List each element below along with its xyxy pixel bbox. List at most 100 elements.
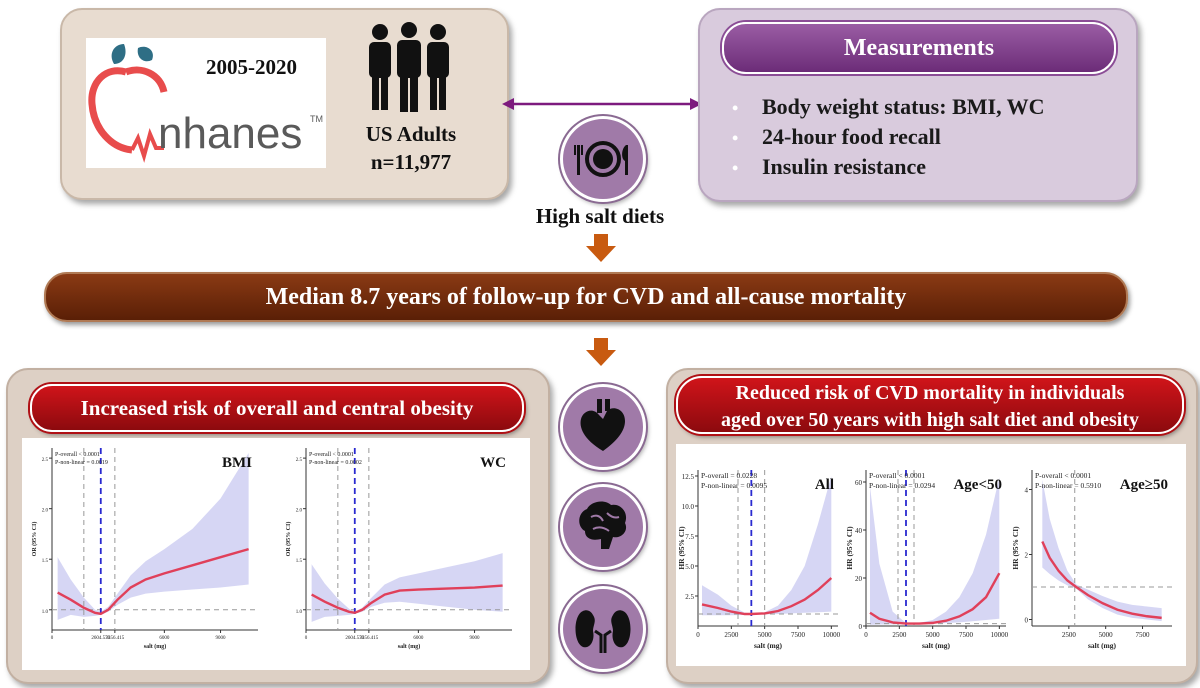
y-tick-label: 1.5 [296, 559, 303, 564]
arrow-down-icon [586, 234, 616, 262]
plate-cutlery-icon [560, 116, 646, 202]
x-tick-label: 9000 [216, 636, 227, 641]
x-tick-label: 3356.415 [105, 636, 124, 641]
y-tick-label: 10.0 [682, 503, 695, 511]
y-tick-label: 7.5 [685, 533, 694, 541]
x-tick-label: 9000 [470, 636, 481, 641]
population-label: US Adults [365, 122, 457, 146]
x-tick-label: 3356.415 [359, 636, 378, 641]
x-axis-label: salt (mg) [1088, 641, 1117, 650]
exposure-label: High salt diets [535, 204, 665, 228]
y-tick-label: 2.5 [296, 458, 303, 463]
p-value-annotation: P-non-linear = 0.0002 [309, 460, 362, 466]
x-tick-label: 10000 [823, 631, 841, 639]
people-icon [364, 22, 454, 114]
chart-title: BMI [222, 455, 252, 471]
chart-title: Age≥50 [1120, 477, 1168, 493]
p-value-annotation: P-overall < 0.0001 [869, 471, 925, 480]
x-tick-label: 6000 [413, 636, 424, 641]
x-axis-label: salt (mg) [398, 643, 421, 650]
x-axis-label: salt (mg) [144, 643, 167, 650]
y-tick-label: 1.0 [42, 610, 49, 615]
measurements-list: Body weight status: BMI, WC 24-hour food… [732, 92, 1122, 182]
x-tick-label: 7500 [791, 631, 806, 639]
obesity-title: Increased risk of overall and central ob… [30, 384, 524, 432]
nhanes-logo: nhanes TM [86, 38, 326, 168]
spline-curve [701, 577, 833, 616]
chart-title: WC [480, 455, 506, 471]
spline-curve [1041, 541, 1162, 620]
y-axis-label: HR (95% CI) [1011, 526, 1020, 570]
y-tick-label: 40 [855, 527, 863, 535]
x-tick-label: 6000 [159, 636, 170, 641]
obesity-plot-area: 0 2604.570 3356.415 6000 9000 1.0 1.5 2.0 2.5 sal… [22, 438, 530, 670]
confidence-band [1042, 479, 1162, 622]
confidence-band [870, 477, 1000, 625]
y-tick-label: 2 [1025, 552, 1029, 560]
x-tick-label: 2604.570 [345, 636, 364, 641]
arrow-down-icon [586, 338, 616, 366]
x-tick-label: 5000 [1099, 631, 1114, 639]
spline-curve [869, 572, 1001, 625]
x-tick-label: 7500 [959, 631, 974, 639]
study-years: 2005-2020 [206, 55, 297, 79]
sample-size: n=11,977 [370, 150, 452, 174]
p-value-annotation: P-non-linear = 0.5910 [1035, 481, 1101, 490]
y-axis-label: HR (95% CI) [845, 526, 854, 570]
measurement-item: 24-hour food recall [732, 122, 1122, 152]
confidence-band [57, 453, 249, 620]
x-tick-label: 5000 [758, 631, 773, 639]
y-tick-label: 0 [1025, 617, 1029, 625]
y-axis-label: HR (95% CI) [677, 526, 686, 570]
logo-wordmark: nhanes [158, 109, 302, 158]
y-tick-label: 5.0 [685, 563, 694, 571]
x-tick-label: 2500 [892, 631, 907, 639]
x-tick-label: 0 [864, 631, 868, 639]
brain-icon [560, 484, 646, 570]
p-value-annotation: P-non-linear = 0.0019 [55, 460, 108, 466]
y-tick-label: 2.5 [42, 458, 49, 463]
y-tick-label: 12.5 [682, 473, 695, 481]
y-tick-label: 2.0 [296, 509, 303, 514]
y-tick-label: 1.0 [296, 610, 303, 615]
y-tick-label: 20 [855, 575, 863, 583]
p-value-annotation: P-non-linear = 0.0095 [701, 481, 767, 490]
kidney-icon [560, 586, 646, 672]
confidence-band [702, 476, 832, 616]
x-tick-label: 0 [696, 631, 700, 639]
y-axis-label: OR (95% CI) [285, 522, 292, 557]
y-tick-label: 1.5 [42, 559, 49, 564]
x-tick-label: 2500 [1062, 631, 1077, 639]
measurement-item: Insulin resistance [732, 152, 1122, 182]
chart-title: All [815, 477, 834, 493]
spline-curve [57, 547, 249, 616]
p-value-annotation: P-non-linear = 0.0294 [869, 481, 935, 490]
y-tick-label: 60 [855, 479, 863, 487]
x-tick-label: 5000 [926, 631, 941, 639]
y-tick-label: 2.5 [685, 593, 694, 601]
heart-icon [560, 384, 646, 470]
mortality-title: Reduced risk of CVD mortality in individ… [676, 376, 1184, 434]
mortality-plot-area: 0 2500 5000 7500 10000 2.5 5.0 7.5 10.0 12.5 salt … [676, 444, 1186, 666]
confidence-band [311, 553, 503, 622]
measurement-item: Body weight status: BMI, WC [732, 92, 1122, 122]
x-tick-label: 2604.570 [91, 636, 110, 641]
x-axis-label: salt (mg) [754, 641, 783, 650]
y-tick-label: 4 [1025, 487, 1029, 495]
x-tick-label: 0 [51, 636, 54, 641]
x-tick-label: 2500 [724, 631, 739, 639]
chart-title: Age<50 [953, 477, 1002, 493]
p-value-annotation: P-overall < 0.0001 [309, 452, 354, 458]
spline-curve [311, 584, 503, 615]
y-tick-label: 2.0 [42, 509, 49, 514]
y-tick-label: 0 [859, 623, 863, 631]
double-arrow-connector [502, 98, 702, 110]
x-axis-label: salt (mg) [922, 641, 951, 650]
followup-banner: Median 8.7 years of follow-up for CVD an… [44, 272, 1128, 322]
y-axis-label: OR (95% CI) [31, 522, 38, 557]
measurements-title: Measurements [722, 22, 1116, 74]
x-tick-label: 10000 [991, 631, 1009, 639]
x-tick-label: 0 [305, 636, 308, 641]
x-tick-label: 7500 [1136, 631, 1151, 639]
svg-text:TM: TM [310, 114, 323, 124]
